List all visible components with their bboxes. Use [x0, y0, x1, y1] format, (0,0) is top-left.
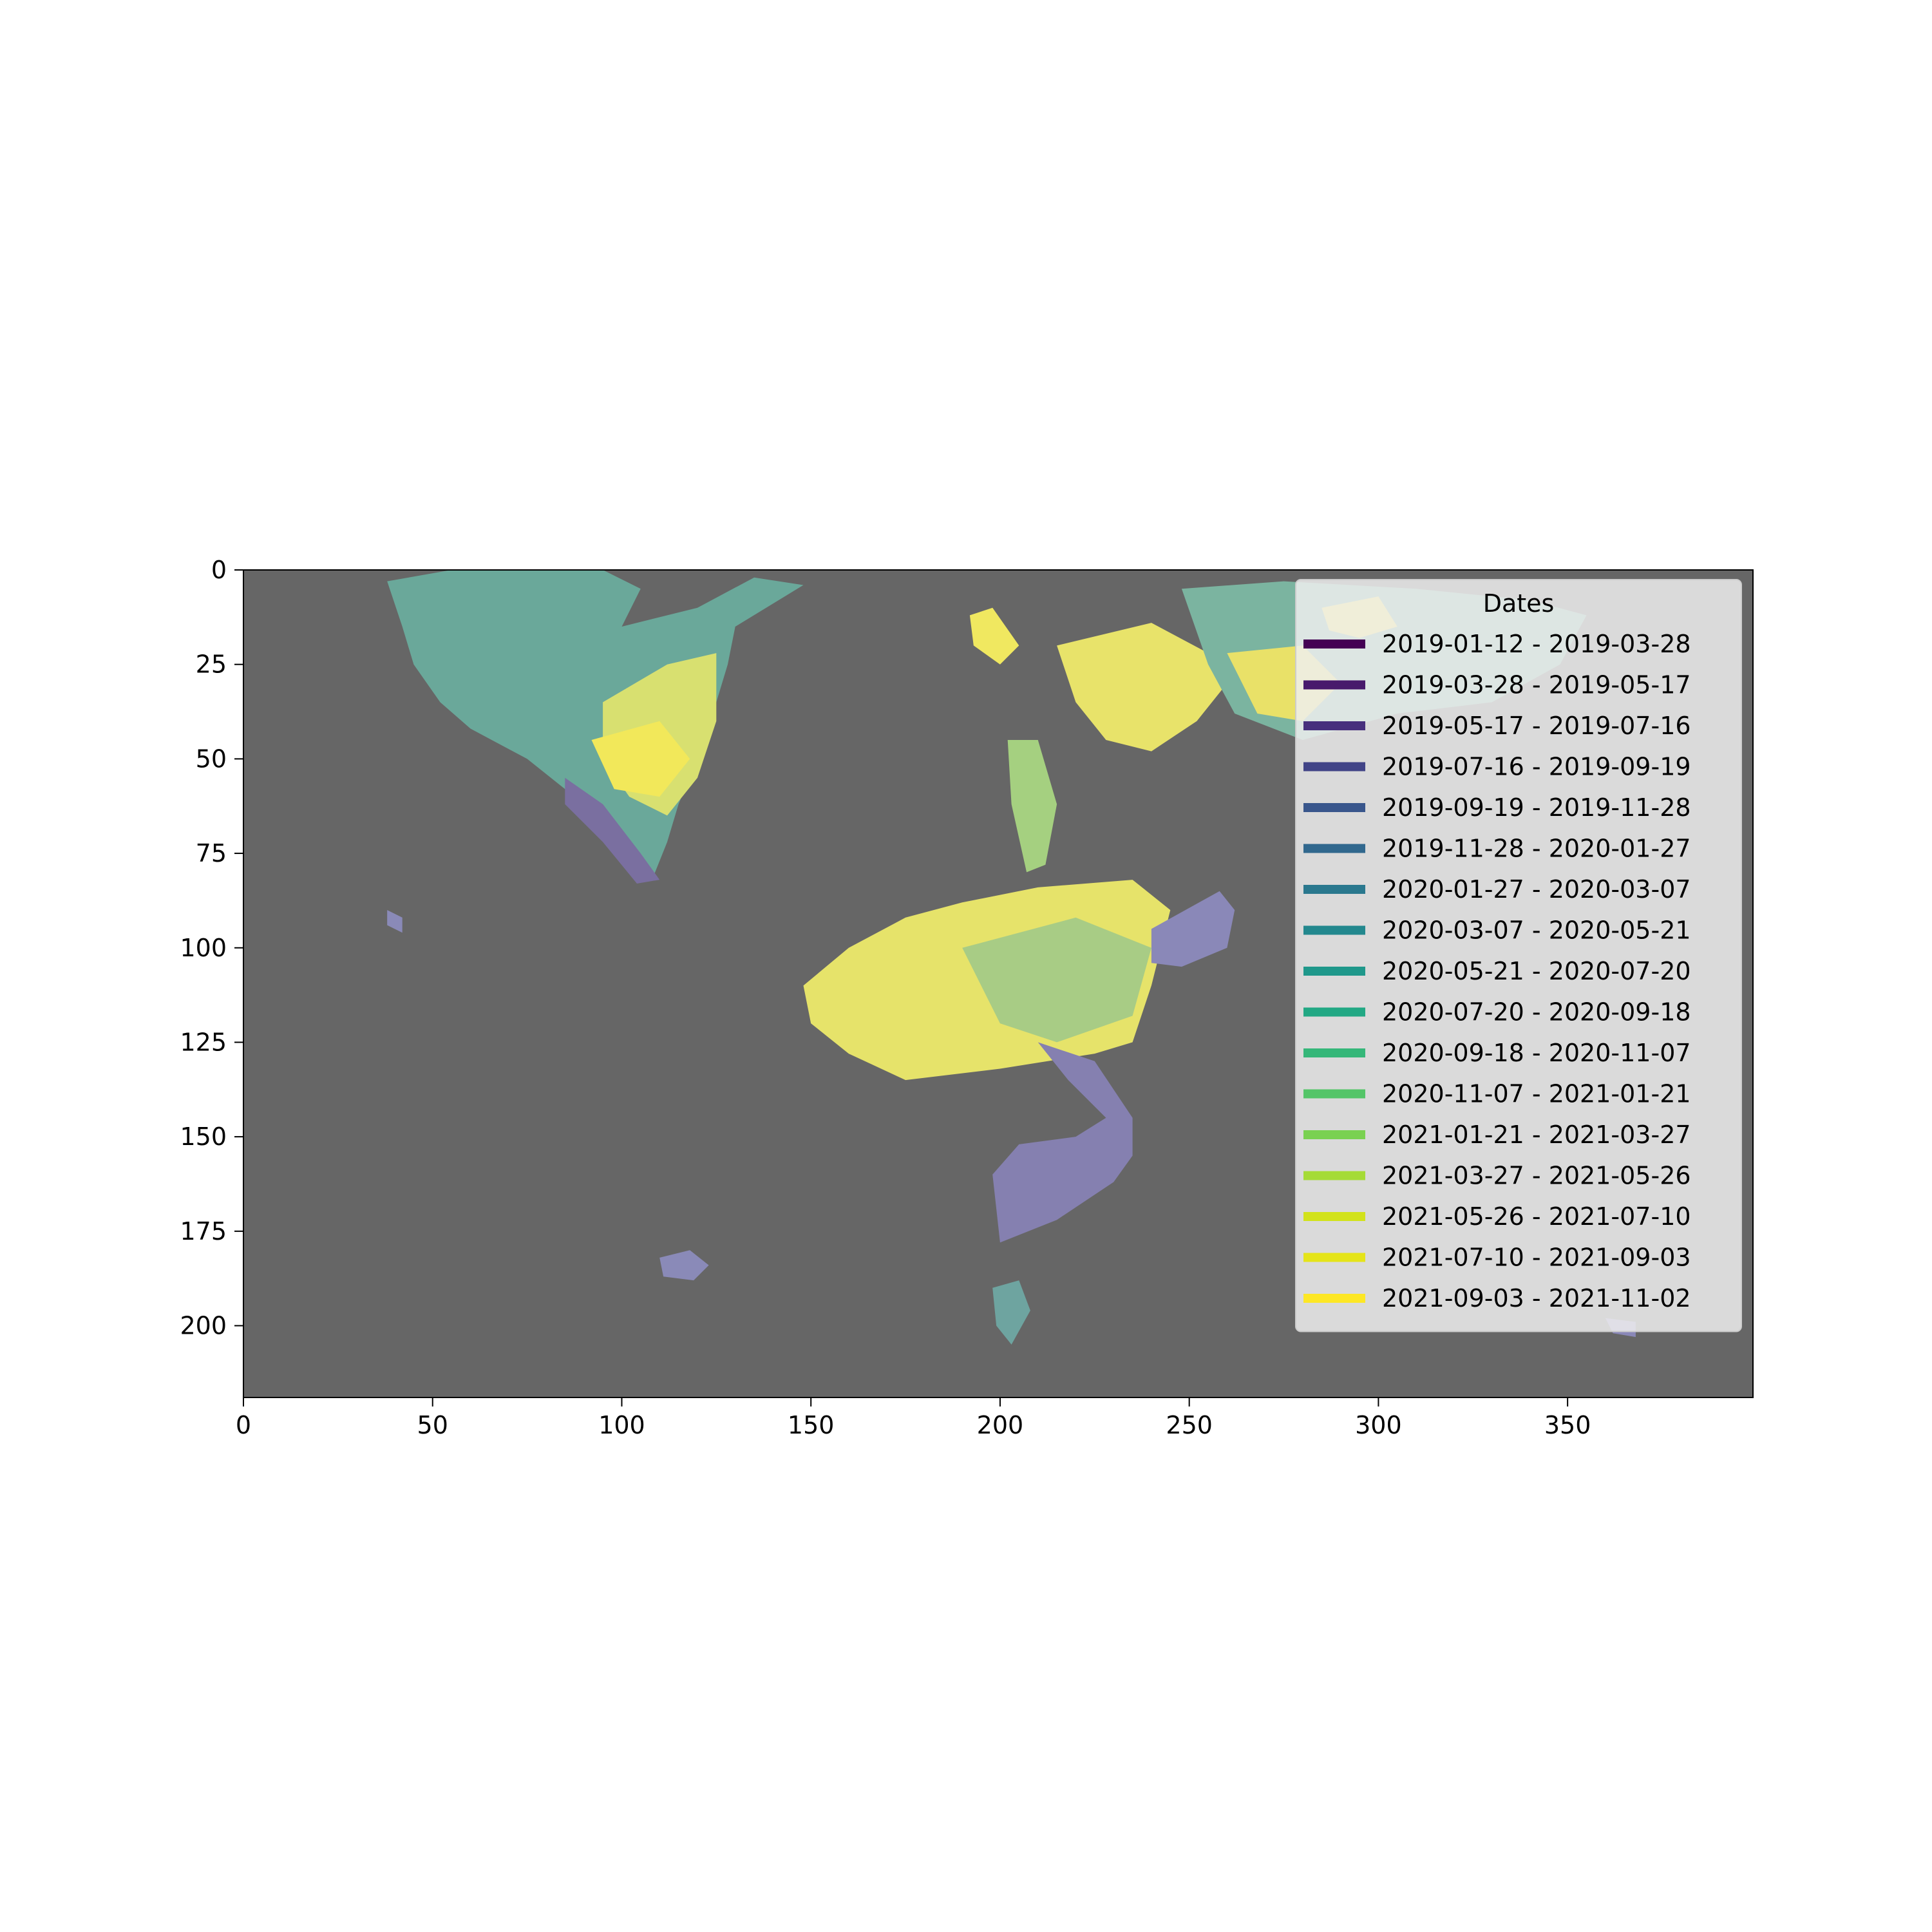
- legend-label: 2019-01-12 - 2019-03-28: [1382, 630, 1691, 658]
- y-tick-label: 25: [196, 650, 227, 679]
- region-central-purple-tail: [992, 1042, 1133, 1243]
- region-south-blob: [659, 1250, 709, 1281]
- x-tick-label: 100: [598, 1411, 645, 1439]
- legend-label: 2021-09-03 - 2021-11-02: [1382, 1284, 1691, 1312]
- x-tick-label: 50: [417, 1411, 448, 1439]
- legend-label: 2021-05-26 - 2021-07-10: [1382, 1202, 1691, 1231]
- y-tick-label: 150: [180, 1122, 227, 1151]
- x-tick-label: 200: [977, 1411, 1024, 1439]
- x-tick-label: 150: [788, 1411, 835, 1439]
- legend-label: 2019-11-28 - 2020-01-27: [1382, 835, 1691, 863]
- legend-label: 2019-07-16 - 2019-09-19: [1382, 753, 1691, 781]
- x-tick-label: 250: [1166, 1411, 1213, 1439]
- x-tick-label: 300: [1355, 1411, 1402, 1439]
- region-northwest: [387, 570, 804, 880]
- legend-label: 2021-01-21 - 2021-03-27: [1382, 1121, 1691, 1149]
- legend-label: 2019-03-28 - 2019-05-17: [1382, 671, 1691, 699]
- legend-title: Dates: [1483, 589, 1555, 618]
- plot-frame: [243, 569, 1754, 1398]
- legend-label: 2021-07-10 - 2021-09-03: [1382, 1244, 1691, 1272]
- legend: Dates 2019-01-12 - 2019-03-28 2019-03-28 …: [1295, 579, 1742, 1332]
- region-northeast-main: [1057, 623, 1227, 752]
- region-bottom-scatter: [992, 1280, 1030, 1345]
- x-tick-label: 0: [236, 1411, 251, 1439]
- y-tick-label: 100: [180, 934, 227, 962]
- y-tick-label: 200: [180, 1312, 227, 1340]
- y-tick-label: 125: [180, 1028, 227, 1056]
- x-axis: 0 50 100 150 200 250 300 350: [236, 1397, 1591, 1439]
- y-tick-label: 175: [180, 1217, 227, 1245]
- legend-label: 2020-07-20 - 2020-09-18: [1382, 998, 1691, 1027]
- legend-label: 2019-09-19 - 2019-11-28: [1382, 793, 1691, 822]
- y-tick-label: 0: [211, 556, 227, 584]
- region-central-column: [1007, 740, 1057, 873]
- y-axis: 0 25 50 75 100 125 150 175 200: [180, 556, 243, 1340]
- legend-label: 2019-05-17 - 2019-07-16: [1382, 712, 1691, 740]
- legend-label: 2020-11-07 - 2021-01-21: [1382, 1080, 1691, 1108]
- legend-label: 2020-09-18 - 2020-11-07: [1382, 1039, 1691, 1067]
- legend-label: 2020-03-07 - 2020-05-21: [1382, 916, 1691, 945]
- region-central-mid: [962, 917, 1151, 1043]
- legend-label: 2020-05-21 - 2020-07-20: [1382, 957, 1691, 985]
- legend-entries: 2019-01-12 - 2019-03-28 2019-03-28 - 2019…: [1303, 630, 1691, 1312]
- region-northwest-edge: [565, 777, 660, 884]
- legend-box: [1295, 579, 1742, 1332]
- region-central-purple-right: [1151, 891, 1235, 967]
- y-tick-label: 50: [196, 744, 227, 773]
- region-northwest-highlight: [591, 721, 690, 797]
- legend-label: 2020-01-27 - 2020-03-07: [1382, 875, 1691, 904]
- region-small-left: [387, 910, 402, 933]
- legend-label: 2021-03-27 - 2021-05-26: [1382, 1162, 1691, 1190]
- y-tick-label: 75: [196, 839, 227, 867]
- region-northeast-left: [969, 607, 1019, 665]
- x-tick-label: 350: [1544, 1411, 1591, 1439]
